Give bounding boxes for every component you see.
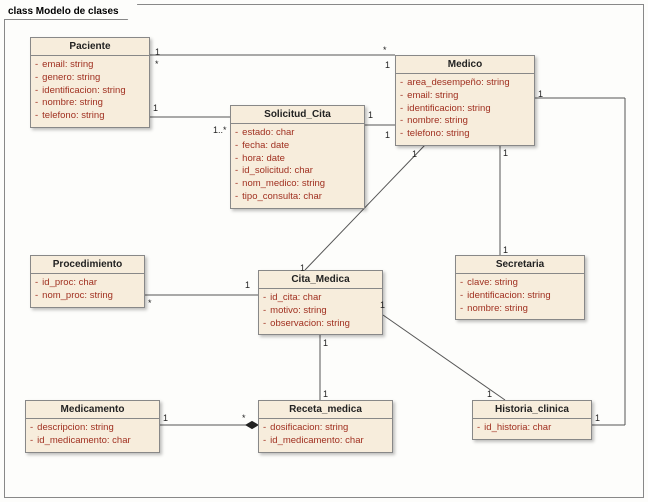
multiplicity-label: 1 bbox=[323, 389, 328, 399]
multiplicity-label: 1 bbox=[368, 110, 373, 120]
class-title: Solicitud_Cita bbox=[231, 106, 364, 124]
multiplicity-label: 1 bbox=[538, 89, 543, 99]
class-attribute: -area_desempeño: string bbox=[400, 77, 530, 90]
class-attribute: -id_proc: char bbox=[35, 277, 140, 290]
multiplicity-label: 1 bbox=[163, 413, 168, 423]
diagram-frame: class Modelo de clases Paciente -email: … bbox=[4, 4, 644, 498]
class-attribute: -id_medicamento: char bbox=[263, 435, 388, 448]
class-attrs: -id_historia: char bbox=[473, 419, 591, 439]
class-attribute: -dosificacion: string bbox=[263, 422, 388, 435]
class-attribute: -nombre: string bbox=[460, 303, 580, 316]
class-title: Cita_Medica bbox=[259, 271, 382, 289]
class-attribute: -clave: string bbox=[460, 277, 580, 290]
class-attribute: -nombre: string bbox=[35, 97, 145, 110]
multiplicity-label: 1 bbox=[487, 389, 492, 399]
class-title: Receta_medica bbox=[259, 401, 392, 419]
class-title: Medicamento bbox=[26, 401, 159, 419]
class-attribute: -observacion: string bbox=[263, 318, 378, 331]
multiplicity-label: * bbox=[383, 45, 387, 55]
class-attribute: -identificacion: string bbox=[35, 85, 145, 98]
class-title: Medico bbox=[396, 56, 534, 74]
class-receta-medica: Receta_medica -dosificacion: string-id_m… bbox=[258, 400, 393, 453]
class-attribute: -telefono: string bbox=[400, 128, 530, 141]
class-solicitud-cita: Solicitud_Cita -estado: char-fecha: date… bbox=[230, 105, 365, 209]
class-attrs: -area_desempeño: string-email: string-id… bbox=[396, 74, 534, 145]
class-procedimiento: Procedimiento -id_proc: char-nom_proc: s… bbox=[30, 255, 145, 308]
class-historia-clinica: Historia_clinica -id_historia: char bbox=[472, 400, 592, 440]
class-secretaria: Secretaria -clave: string-identificacion… bbox=[455, 255, 585, 320]
class-title: Historia_clinica bbox=[473, 401, 591, 419]
class-attrs: -id_cita: char-motivo: string-observacio… bbox=[259, 289, 382, 334]
class-attribute: -id_solicitud: char bbox=[235, 165, 360, 178]
multiplicity-label: 1 bbox=[300, 263, 305, 273]
class-paciente: Paciente -email: string-genero: string-i… bbox=[30, 37, 150, 128]
class-attribute: -descripcion: string bbox=[30, 422, 155, 435]
class-attrs: -id_proc: char-nom_proc: string bbox=[31, 274, 144, 307]
class-title: Paciente bbox=[31, 38, 149, 56]
class-title: Procedimiento bbox=[31, 256, 144, 274]
class-medicamento: Medicamento -descripcion: string-id_medi… bbox=[25, 400, 160, 453]
multiplicity-label: * bbox=[148, 298, 152, 308]
class-medico: Medico -area_desempeño: string-email: st… bbox=[395, 55, 535, 146]
class-attribute: -estado: char bbox=[235, 127, 360, 140]
class-attribute: -tipo_consulta: char bbox=[235, 191, 360, 204]
class-attribute: -identificacion: string bbox=[460, 290, 580, 303]
multiplicity-label: 1 bbox=[385, 60, 390, 70]
multiplicity-label: * bbox=[155, 59, 159, 69]
class-attribute: -id_historia: char bbox=[477, 422, 587, 435]
class-attribute: -motivo: string bbox=[263, 305, 378, 318]
class-attribute: -identificacion: string bbox=[400, 103, 530, 116]
multiplicity-label: 1 bbox=[323, 338, 328, 348]
class-attrs: -descripcion: string-id_medicamento: cha… bbox=[26, 419, 159, 452]
class-cita-medica: Cita_Medica -id_cita: char-motivo: strin… bbox=[258, 270, 383, 335]
class-attrs: -email: string-genero: string-identifica… bbox=[31, 56, 149, 127]
class-attrs: -dosificacion: string-id_medicamento: ch… bbox=[259, 419, 392, 452]
class-attrs: -estado: char-fecha: date-hora: date-id_… bbox=[231, 124, 364, 208]
multiplicity-label: 1 bbox=[385, 130, 390, 140]
class-attribute: -email: string bbox=[400, 90, 530, 103]
multiplicity-label: 1..* bbox=[213, 125, 227, 135]
multiplicity-label: * bbox=[242, 413, 246, 423]
class-attribute: -nom_proc: string bbox=[35, 290, 140, 303]
class-attribute: -fecha: date bbox=[235, 140, 360, 153]
multiplicity-label: 1 bbox=[380, 300, 385, 310]
multiplicity-label: 1 bbox=[503, 245, 508, 255]
class-attrs: -clave: string-identificacion: string-no… bbox=[456, 274, 584, 319]
multiplicity-label: 1 bbox=[245, 280, 250, 290]
multiplicity-label: 1 bbox=[595, 413, 600, 423]
class-attribute: -hora: date bbox=[235, 153, 360, 166]
class-title: Secretaria bbox=[456, 256, 584, 274]
multiplicity-label: 1 bbox=[412, 149, 417, 159]
class-attribute: -email: string bbox=[35, 59, 145, 72]
class-attribute: -id_medicamento: char bbox=[30, 435, 155, 448]
class-attribute: -telefono: string bbox=[35, 110, 145, 123]
class-attribute: -nom_medico: string bbox=[235, 178, 360, 191]
diagram-title: class Modelo de clases bbox=[4, 4, 138, 20]
multiplicity-label: 1 bbox=[503, 148, 508, 158]
multiplicity-label: 1 bbox=[153, 103, 158, 113]
class-attribute: -id_cita: char bbox=[263, 292, 378, 305]
class-attribute: -nombre: string bbox=[400, 115, 530, 128]
multiplicity-label: 1 bbox=[155, 47, 160, 57]
class-attribute: -genero: string bbox=[35, 72, 145, 85]
